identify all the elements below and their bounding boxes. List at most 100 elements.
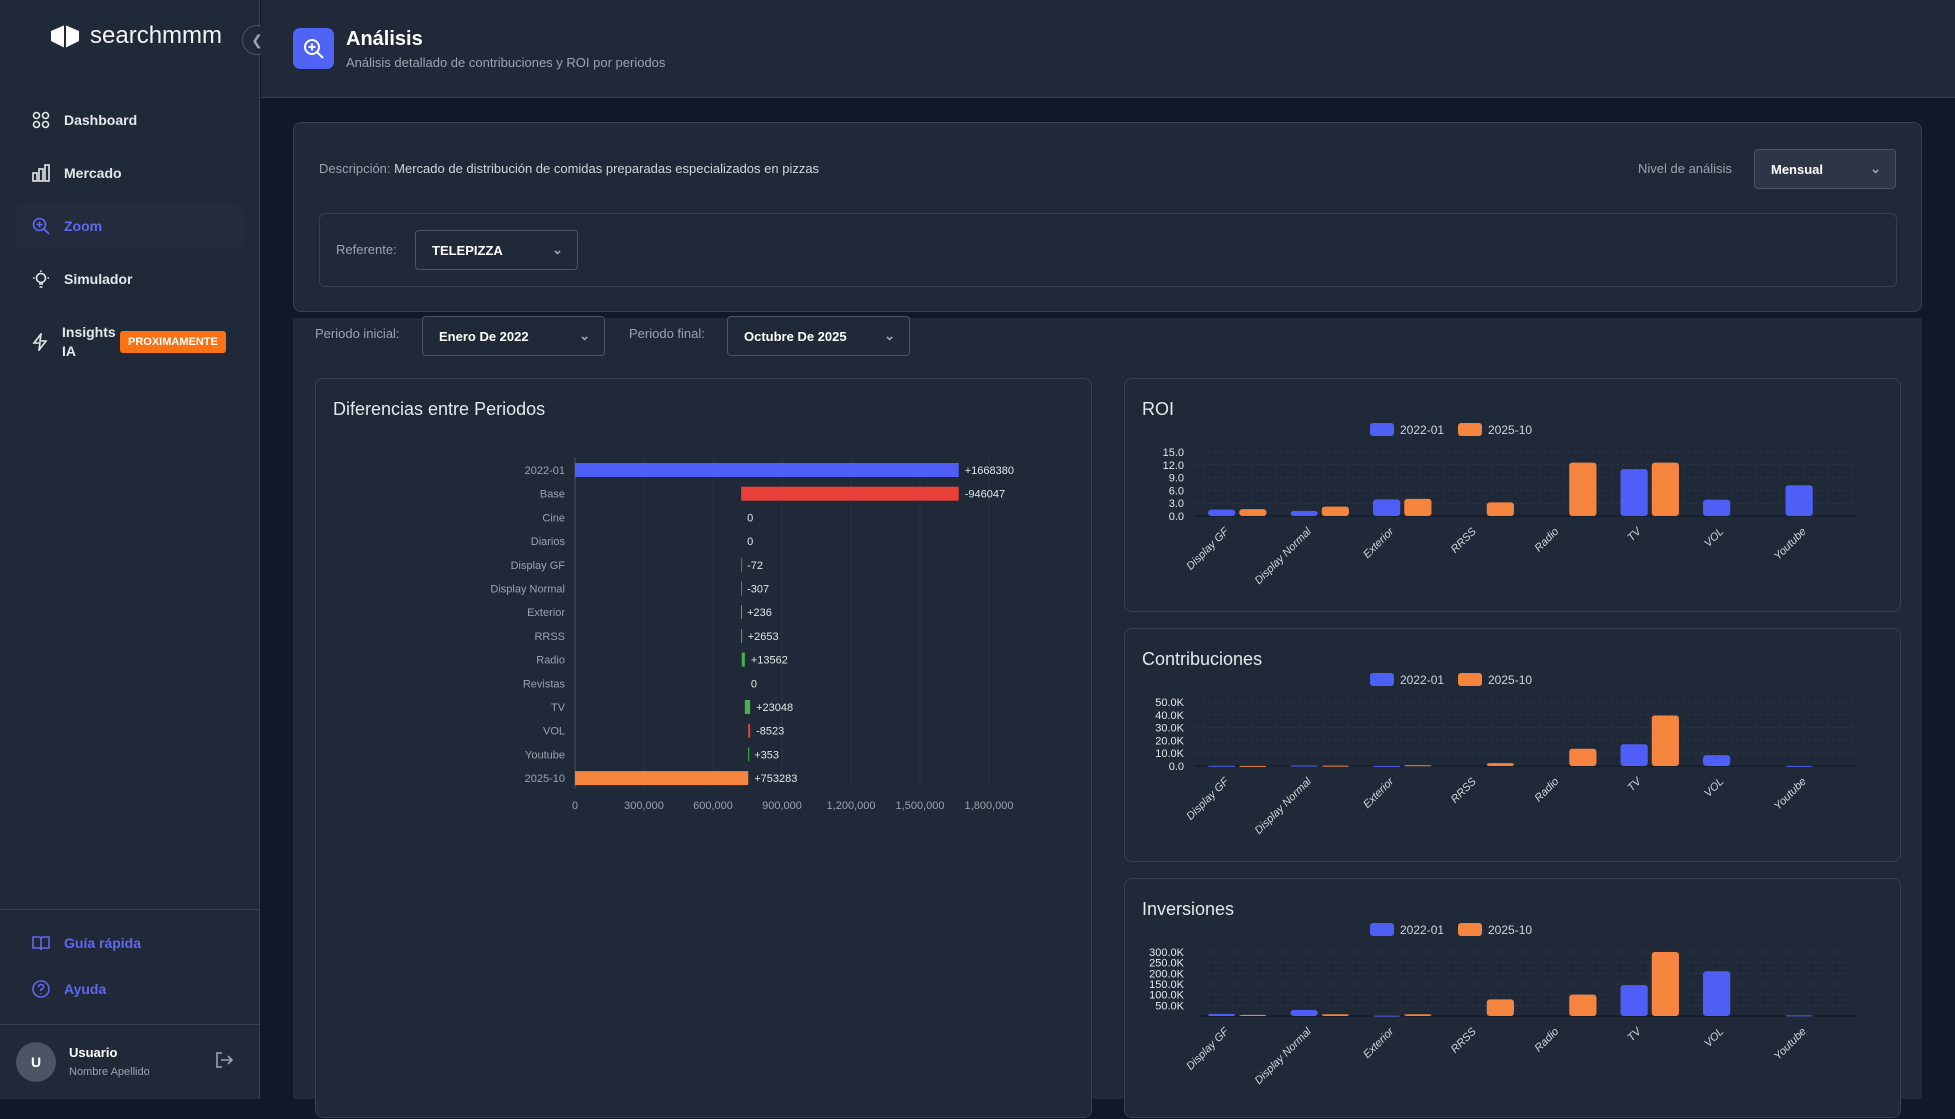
quick-guide-link[interactable]: Guía rápida bbox=[32, 935, 141, 951]
x-tick-label: 1,500,000 bbox=[896, 800, 945, 812]
legend-swatch bbox=[1370, 673, 1394, 686]
data-label: 0 bbox=[747, 512, 753, 524]
waterfall-bar bbox=[748, 723, 751, 738]
referent-label: Referente: bbox=[336, 242, 397, 257]
help-link[interactable]: Ayuda bbox=[32, 980, 106, 998]
x-tick-label: RRSS bbox=[1449, 525, 1480, 556]
waterfall-chart: 0 300,000 600,000 900,000 1,200,000 1,500,000… bbox=[490, 458, 1014, 812]
waterfall-bar bbox=[741, 605, 743, 620]
bar bbox=[1703, 971, 1731, 1016]
waterfall-bar bbox=[575, 771, 749, 786]
analysis-level-label: Nivel de análisis bbox=[1638, 161, 1732, 176]
contribuciones-chart: 2022-01 2025-10 0.010.0K20.0K30.0K40.0K50.… bbox=[1155, 673, 1856, 837]
end-period-select[interactable]: Octubre De 2025 ⌄ bbox=[727, 316, 910, 356]
data-label: 0 bbox=[751, 678, 757, 690]
bar bbox=[1785, 1015, 1813, 1017]
y-tick-label: 150.0K bbox=[1149, 979, 1185, 991]
bar bbox=[1785, 485, 1813, 516]
bar bbox=[1373, 765, 1401, 767]
x-tick-label: 300,000 bbox=[624, 800, 664, 812]
waterfall-bar bbox=[741, 628, 743, 643]
sidebar-item-zoom[interactable]: Zoom bbox=[16, 204, 244, 248]
legend-label: 2022-01 bbox=[1400, 423, 1444, 437]
bar bbox=[1703, 755, 1731, 766]
x-tick-label: 1,800,000 bbox=[965, 800, 1014, 812]
bar bbox=[1239, 509, 1267, 516]
sidebar-item-mercado[interactable]: Mercado bbox=[16, 151, 244, 195]
logout-button[interactable] bbox=[214, 1051, 234, 1074]
bar bbox=[1785, 765, 1813, 767]
start-period-select[interactable]: Enero De 2022 ⌄ bbox=[422, 316, 605, 356]
user-name: Usuario bbox=[69, 1045, 118, 1060]
data-label: +353 bbox=[754, 749, 779, 761]
category-label: Revistas bbox=[523, 678, 566, 690]
waterfall-bar bbox=[575, 463, 959, 477]
sidebar-item-insights[interactable]: Insights IA PROXIMAMENTE bbox=[16, 320, 244, 364]
bar bbox=[1404, 1014, 1432, 1016]
legend-label: 2025-10 bbox=[1488, 423, 1532, 437]
waterfall-bar bbox=[748, 747, 750, 762]
analysis-header-icon bbox=[293, 28, 334, 69]
data-label: -946047 bbox=[965, 489, 1005, 501]
bar bbox=[1569, 748, 1597, 766]
logo[interactable]: searchmmm bbox=[48, 22, 222, 50]
x-tick-label: RRSS bbox=[1449, 1025, 1480, 1056]
y-tick-label: 100.0K bbox=[1149, 990, 1185, 1002]
bar bbox=[1620, 985, 1648, 1016]
y-tick-label: 3.0 bbox=[1169, 498, 1184, 510]
logo-icon bbox=[51, 25, 79, 48]
y-tick-label: 10.0K bbox=[1155, 748, 1184, 760]
sidebar-item-simulador[interactable]: Simulador bbox=[16, 257, 244, 301]
x-tick-label: Display GF bbox=[1184, 775, 1232, 823]
bar-chart-icon bbox=[32, 164, 50, 182]
y-tick-label: 30.0K bbox=[1155, 723, 1184, 735]
chevron-down-icon: ⌄ bbox=[552, 242, 563, 257]
category-label: 2022-01 bbox=[525, 465, 565, 477]
legend-swatch bbox=[1370, 923, 1394, 936]
roi-chart: 2022-01 2025-10 0.03.06.09.012.015.0 Displa… bbox=[1163, 423, 1856, 587]
y-tick-label: 250.0K bbox=[1149, 958, 1185, 970]
data-label: +1668380 bbox=[965, 465, 1014, 477]
referent-value: TELEPIZZA bbox=[432, 242, 503, 258]
waterfall-bar bbox=[744, 700, 751, 714]
bar bbox=[1651, 952, 1679, 1016]
x-tick-label: Exterior bbox=[1361, 1025, 1397, 1061]
sidebar-item-dashboard[interactable]: Dashboard bbox=[16, 98, 244, 142]
waterfall-panel: Diferencias entre Periodos 0 300,000 600,0… bbox=[315, 378, 1092, 1118]
legend-swatch bbox=[1458, 423, 1482, 436]
category-label: Youtube bbox=[525, 749, 565, 761]
panel-title: Diferencias entre Periodos bbox=[333, 399, 546, 419]
panel-title: ROI bbox=[1142, 399, 1175, 419]
chevron-down-icon: ⌄ bbox=[579, 328, 590, 343]
description: Descripción: Mercado de distribución de … bbox=[319, 161, 819, 176]
waterfall-bar bbox=[741, 652, 745, 667]
bar bbox=[1404, 498, 1432, 516]
zoom-in-icon bbox=[32, 217, 50, 235]
bolt-icon bbox=[32, 333, 48, 351]
category-label: RRSS bbox=[534, 631, 565, 643]
panel-title: Inversiones bbox=[1142, 899, 1235, 919]
divider bbox=[0, 1024, 260, 1025]
x-tick-label: RRSS bbox=[1449, 775, 1480, 806]
legend-swatch bbox=[1458, 673, 1482, 686]
bar bbox=[1620, 469, 1648, 516]
x-tick-label: Youtube bbox=[1772, 776, 1809, 813]
x-tick-label: Display GF bbox=[1184, 1025, 1232, 1073]
x-tick-label: Display Normal bbox=[1253, 1025, 1315, 1087]
user-full-name: Nombre Apellido bbox=[69, 1066, 150, 1078]
bar bbox=[1620, 744, 1648, 766]
data-label: +23048 bbox=[756, 702, 793, 714]
analysis-level-select[interactable]: Mensual ⌄ bbox=[1754, 149, 1896, 189]
x-tick-label: Display Normal bbox=[1253, 525, 1315, 587]
y-tick-label: 12.0 bbox=[1163, 460, 1184, 472]
bar bbox=[1290, 765, 1318, 767]
data-label: +2653 bbox=[748, 631, 779, 643]
help-circle-icon bbox=[32, 980, 50, 998]
referent-select[interactable]: TELEPIZZA ⌄ bbox=[415, 230, 578, 270]
bar bbox=[1569, 994, 1597, 1016]
logout-icon bbox=[216, 1052, 234, 1068]
x-tick-label: VOL bbox=[1702, 1026, 1726, 1050]
y-tick-label: 300.0K bbox=[1149, 947, 1185, 959]
sidebar: searchmmm ❮ Dashboard Mercado Zoom Simul… bbox=[0, 0, 272, 1099]
contribuciones-panel: Contribuciones 2022-01 2025-10 0.0 10.0K 20.… bbox=[1124, 628, 1901, 862]
